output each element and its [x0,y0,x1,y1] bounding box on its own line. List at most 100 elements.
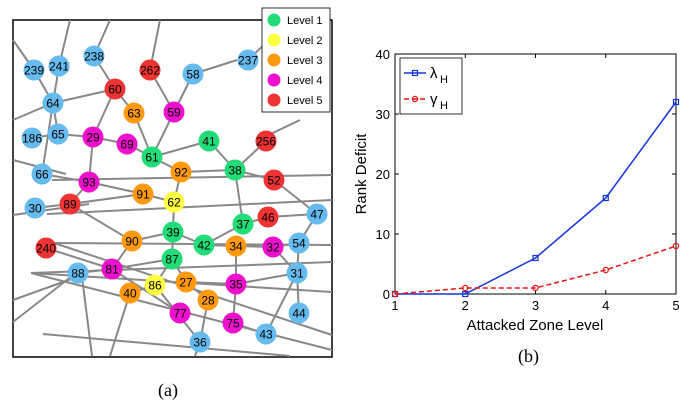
graph-node-28: 28 [197,289,219,311]
graph-node-circle [132,183,154,205]
legend-item-level-2: Level 2 [267,33,322,47]
graph-node-label: 86 [148,279,162,293]
graph-node-label: 59 [167,106,181,120]
graph-node-54: 54 [288,232,310,254]
graph-node-label: 81 [105,263,119,277]
graph-node-label: 41 [202,135,216,149]
graph-node-circle [170,161,192,183]
graph-node-label: 240 [36,242,56,256]
data-point [602,194,609,202]
graph-node-38: 38 [224,159,246,181]
graph-node-label: 88 [71,267,85,281]
graph-node-34: 34 [225,235,247,257]
legend-label: Level 2 [287,35,322,47]
graph-node-circle [162,221,184,243]
legend-label: Level 5 [287,95,322,107]
graph-node-circle [121,230,143,252]
data-point [672,242,680,250]
graph-node-circle [262,236,284,258]
graph-edge [265,272,298,335]
x-axis-label: Attacked Zone Level [467,317,604,334]
graph-node-52: 52 [263,169,285,191]
graph-node-64: 64 [42,92,64,114]
graph-node-label: 52 [267,174,281,188]
y-axis-label: Rank Deficit [353,133,370,215]
legend-swatch [267,73,281,87]
graph-node-43: 43 [255,323,277,345]
graph-node-label: 89 [63,198,77,212]
chart-axes: 1 2 3 4 5 0 10 20 30 40 [376,47,680,313]
graph-node-81: 81 [101,258,123,280]
caption-b: (b) [518,346,539,366]
graph-node-label: 32 [266,241,280,255]
graph-edge [41,102,54,175]
graph-node-circle [104,78,126,100]
y-tick-label: 30 [376,107,390,122]
y-tick-label: 0 [383,287,390,302]
legend-swatch [267,13,281,27]
graph-node-label: 238 [84,50,104,64]
data-point [462,284,469,292]
graph-node-label: 239 [24,64,44,78]
legend-label: Level 4 [287,75,322,87]
graph-node-label: 40 [123,287,137,301]
graph-node-circle [288,232,310,254]
graph-node-36: 36 [189,331,211,353]
graph-node-circle [198,130,220,152]
legend-series-subscript: H [440,100,448,112]
graph-node-circle [23,59,45,81]
graph-node-35: 35 [225,273,247,295]
graph-node-circle [24,197,46,219]
graph-node-65: 65 [47,123,69,145]
graph-edge [111,268,181,314]
legend-label: Level 3 [287,55,322,67]
graph-node-75: 75 [222,312,244,334]
chart-legend-box [399,57,463,115]
graph-node-label: 237 [238,54,258,68]
graph-node-circle [82,126,104,148]
legend-item-level-4: Level 4 [267,73,322,87]
legend-item-level-1: Level 1 [267,13,322,27]
graph-node-circle [225,273,247,295]
graph-edge [45,247,113,270]
graph-node-39: 39 [162,221,184,243]
graph-node-256: 256 [255,130,277,152]
graph-node-circle [182,63,204,85]
graph-node-circle [42,92,64,114]
graph-node-29: 29 [82,126,104,148]
graph-node-label: 64 [46,97,60,111]
legend-item-level-3: Level 3 [267,53,322,67]
graph-node-label: 31 [290,267,304,281]
legend-item-level-5: Level 5 [267,93,322,107]
x-tick-label: 5 [672,298,679,313]
graph-node-circle [237,49,259,71]
graph-node-circle [263,169,285,191]
graph-node-59: 59 [163,101,185,123]
data-point [602,266,609,274]
graph-node-label: 35 [229,278,243,292]
graph-node-circle [161,248,183,270]
y-tick-label: 20 [376,167,390,182]
x-tick-label: 3 [532,298,539,313]
graph-node-label: 38 [228,164,242,178]
graph-node-66: 66 [31,163,53,185]
graph-node-circle [139,59,161,81]
graph-node-30: 30 [24,197,46,219]
graph-node-label: 77 [173,307,187,321]
series-gamma-h [391,242,680,298]
x-tick-label: 4 [602,298,609,313]
data-point [462,290,469,298]
graph-node-32: 32 [262,236,284,258]
graph-node-label: 37 [236,218,250,232]
y-tick-label: 10 [376,227,390,242]
graph-node-circle [116,133,138,155]
series-lambda-h [391,98,680,298]
graph-node-label: 44 [292,307,306,321]
graph-node-circle [169,302,191,324]
graph-node-circle [257,206,279,228]
graph-node-63: 63 [123,102,145,124]
